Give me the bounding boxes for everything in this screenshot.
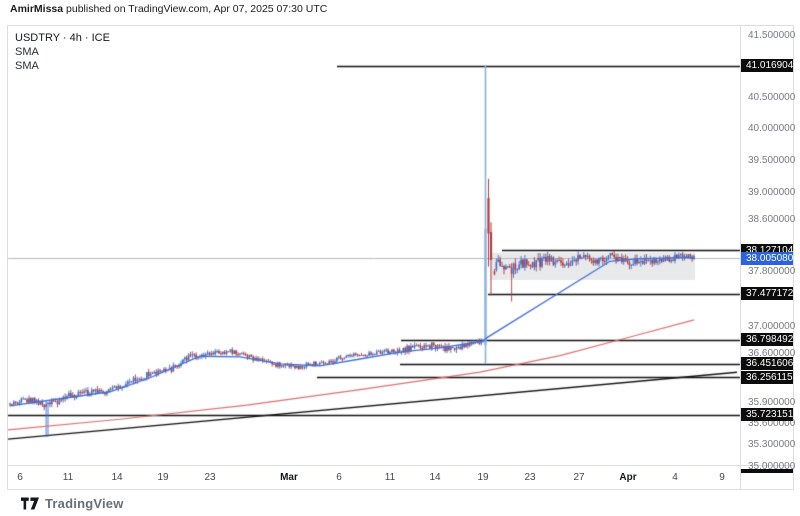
time-axis[interactable]: 6 11 14 19 23 Mar 6 11 14 19 23 27 Apr 4 9 [7, 466, 740, 490]
y-axis-tick-label: 35.900000 [748, 396, 796, 408]
x-axis-day-label: 4 [672, 472, 678, 483]
indicator-legend-sma-1[interactable]: SMA [15, 46, 39, 58]
x-axis-day-label: 6 [17, 472, 23, 483]
y-axis-tick-label: 35.300000 [748, 439, 796, 451]
x-axis-day-label: 23 [524, 472, 536, 483]
price-axis-separator [740, 25, 741, 490]
price-line-label: 37.477172 [741, 287, 793, 301]
y-axis-tick-label: 37.800000 [748, 266, 796, 278]
price-axis[interactable]: 41.500000 40.500000 40.000000 39.500000 39.0… [741, 25, 796, 473]
tradingview-logo-icon [21, 497, 39, 510]
y-axis-tick-label: 37.000000 [748, 320, 796, 332]
price-line-label: 36.451606 [741, 357, 793, 371]
y-axis-tick-label: 39.500000 [748, 155, 796, 167]
footer-brand[interactable]: TradingView [21, 496, 124, 511]
x-axis-day-label: 9 [719, 472, 725, 483]
y-axis-tick-label: 39.000000 [748, 187, 796, 199]
y-axis-tick-label: 36.600000 [748, 347, 796, 359]
symbol-legend[interactable]: USDTRY · 4h · ICE [15, 32, 110, 44]
x-axis-day-label: 19 [157, 472, 169, 483]
last-price-label: 38.005080 [741, 251, 793, 265]
x-axis-day-label: 14 [111, 472, 123, 483]
price-line-label: 35.723151 [741, 408, 793, 422]
time-axis-separator [7, 465, 795, 466]
indicator-legend-sma-2[interactable]: SMA [15, 60, 39, 72]
price-line-label: 41.016904 [741, 59, 793, 73]
x-axis-month-label: Mar [280, 472, 298, 483]
y-axis-tick-label: 40.000000 [748, 123, 796, 135]
y-axis-tick-label: 40.500000 [748, 92, 796, 104]
brand-label: TradingView [45, 496, 124, 511]
x-axis-day-label: 27 [573, 472, 585, 483]
x-axis-day-label: 14 [429, 472, 441, 483]
y-axis-tick-label: 38.600000 [748, 213, 796, 225]
x-axis-day-label: 6 [336, 472, 342, 483]
x-axis-day-label: 19 [477, 472, 489, 483]
x-axis-day-label: 23 [204, 472, 216, 483]
x-axis-month-label: Apr [619, 472, 637, 483]
price-line-label: 36.798492 [741, 333, 793, 347]
x-axis-day-label: 11 [384, 472, 396, 483]
y-axis-tick-label: 35.600000 [748, 417, 796, 429]
price-line-label: 36.256115 [741, 370, 793, 384]
x-axis-day-label: 11 [62, 472, 74, 483]
y-axis-tick-label: 41.500000 [748, 30, 796, 42]
chart-legend: USDTRY · 4h · ICE SMA SMA [15, 31, 110, 73]
y-axis-tick-label: 35.000000 [748, 460, 796, 472]
clipped-price-label [741, 469, 793, 473]
